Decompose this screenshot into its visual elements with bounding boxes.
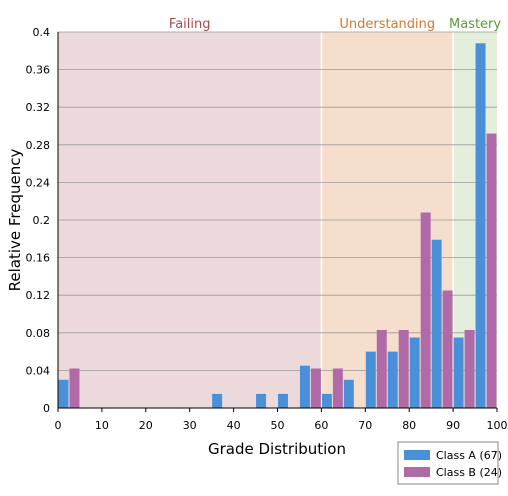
y-axis-title: Relative Frequency (6, 149, 24, 292)
bar-class-a-bin-65 (344, 380, 354, 408)
legend-swatch-class-b (404, 467, 430, 477)
legend-label-class-a: Class A (67) (436, 449, 502, 462)
y-tick-label: 0.12 (26, 289, 51, 302)
x-tick-label: 30 (183, 419, 197, 432)
band-label-understanding: Understanding (339, 17, 435, 32)
bar-class-b-bin-60 (333, 369, 343, 408)
y-tick-label: 0.4 (33, 26, 51, 39)
x-tick-label: 100 (487, 419, 508, 432)
y-tick-label: 0.2 (33, 214, 51, 227)
y-tick-label: 0.32 (26, 101, 51, 114)
y-tick-label: 0 (43, 402, 50, 415)
x-axis-title: Grade Distribution (208, 440, 346, 458)
bar-class-a-bin-90 (454, 338, 464, 409)
legend-label-class-b: Class B (24) (436, 466, 502, 479)
y-tick-label: 0.36 (26, 64, 51, 77)
x-tick-label: 60 (314, 419, 328, 432)
x-tick-label: 10 (95, 419, 109, 432)
bar-class-a-bin-0 (59, 380, 69, 408)
bar-class-a-bin-95 (476, 43, 486, 408)
bar-class-a-bin-75 (388, 352, 398, 408)
x-tick-label: 0 (55, 419, 62, 432)
bar-class-a-bin-60 (322, 394, 332, 408)
bar-class-a-bin-55 (300, 366, 310, 408)
bar-class-a-bin-50 (278, 394, 288, 408)
y-tick-label: 0.28 (26, 139, 51, 152)
bar-class-a-bin-45 (256, 394, 266, 408)
bar-class-b-bin-75 (399, 330, 409, 408)
band-label-mastery: Mastery (449, 17, 501, 32)
bar-class-b-bin-95 (487, 134, 497, 408)
y-tick-label: 0.16 (26, 252, 51, 265)
band-label-failing: Failing (169, 17, 211, 32)
legend-swatch-class-a (404, 450, 430, 460)
bar-class-b-bin-55 (311, 369, 321, 408)
x-tick-label: 90 (446, 419, 460, 432)
x-tick-label: 50 (271, 419, 285, 432)
bar-class-b-bin-70 (377, 330, 387, 408)
y-tick-label: 0.24 (26, 176, 51, 189)
bar-class-a-bin-70 (366, 352, 376, 408)
bar-class-b-bin-85 (443, 291, 453, 409)
x-tick-label: 80 (402, 419, 416, 432)
x-tick-label: 40 (227, 419, 241, 432)
legend: Class A (67) Class B (24) (398, 442, 502, 484)
bar-class-b-bin-0 (69, 369, 79, 408)
y-tick-label: 0.04 (26, 364, 51, 377)
bar-class-a-bin-35 (212, 394, 222, 408)
x-tick-label: 70 (358, 419, 372, 432)
bar-class-b-bin-90 (465, 330, 475, 408)
bar-class-a-bin-85 (432, 240, 442, 408)
bar-class-b-bin-80 (421, 212, 431, 408)
bar-class-a-bin-80 (410, 338, 420, 409)
y-tick-label: 0.08 (26, 327, 51, 340)
x-tick-label: 20 (139, 419, 153, 432)
